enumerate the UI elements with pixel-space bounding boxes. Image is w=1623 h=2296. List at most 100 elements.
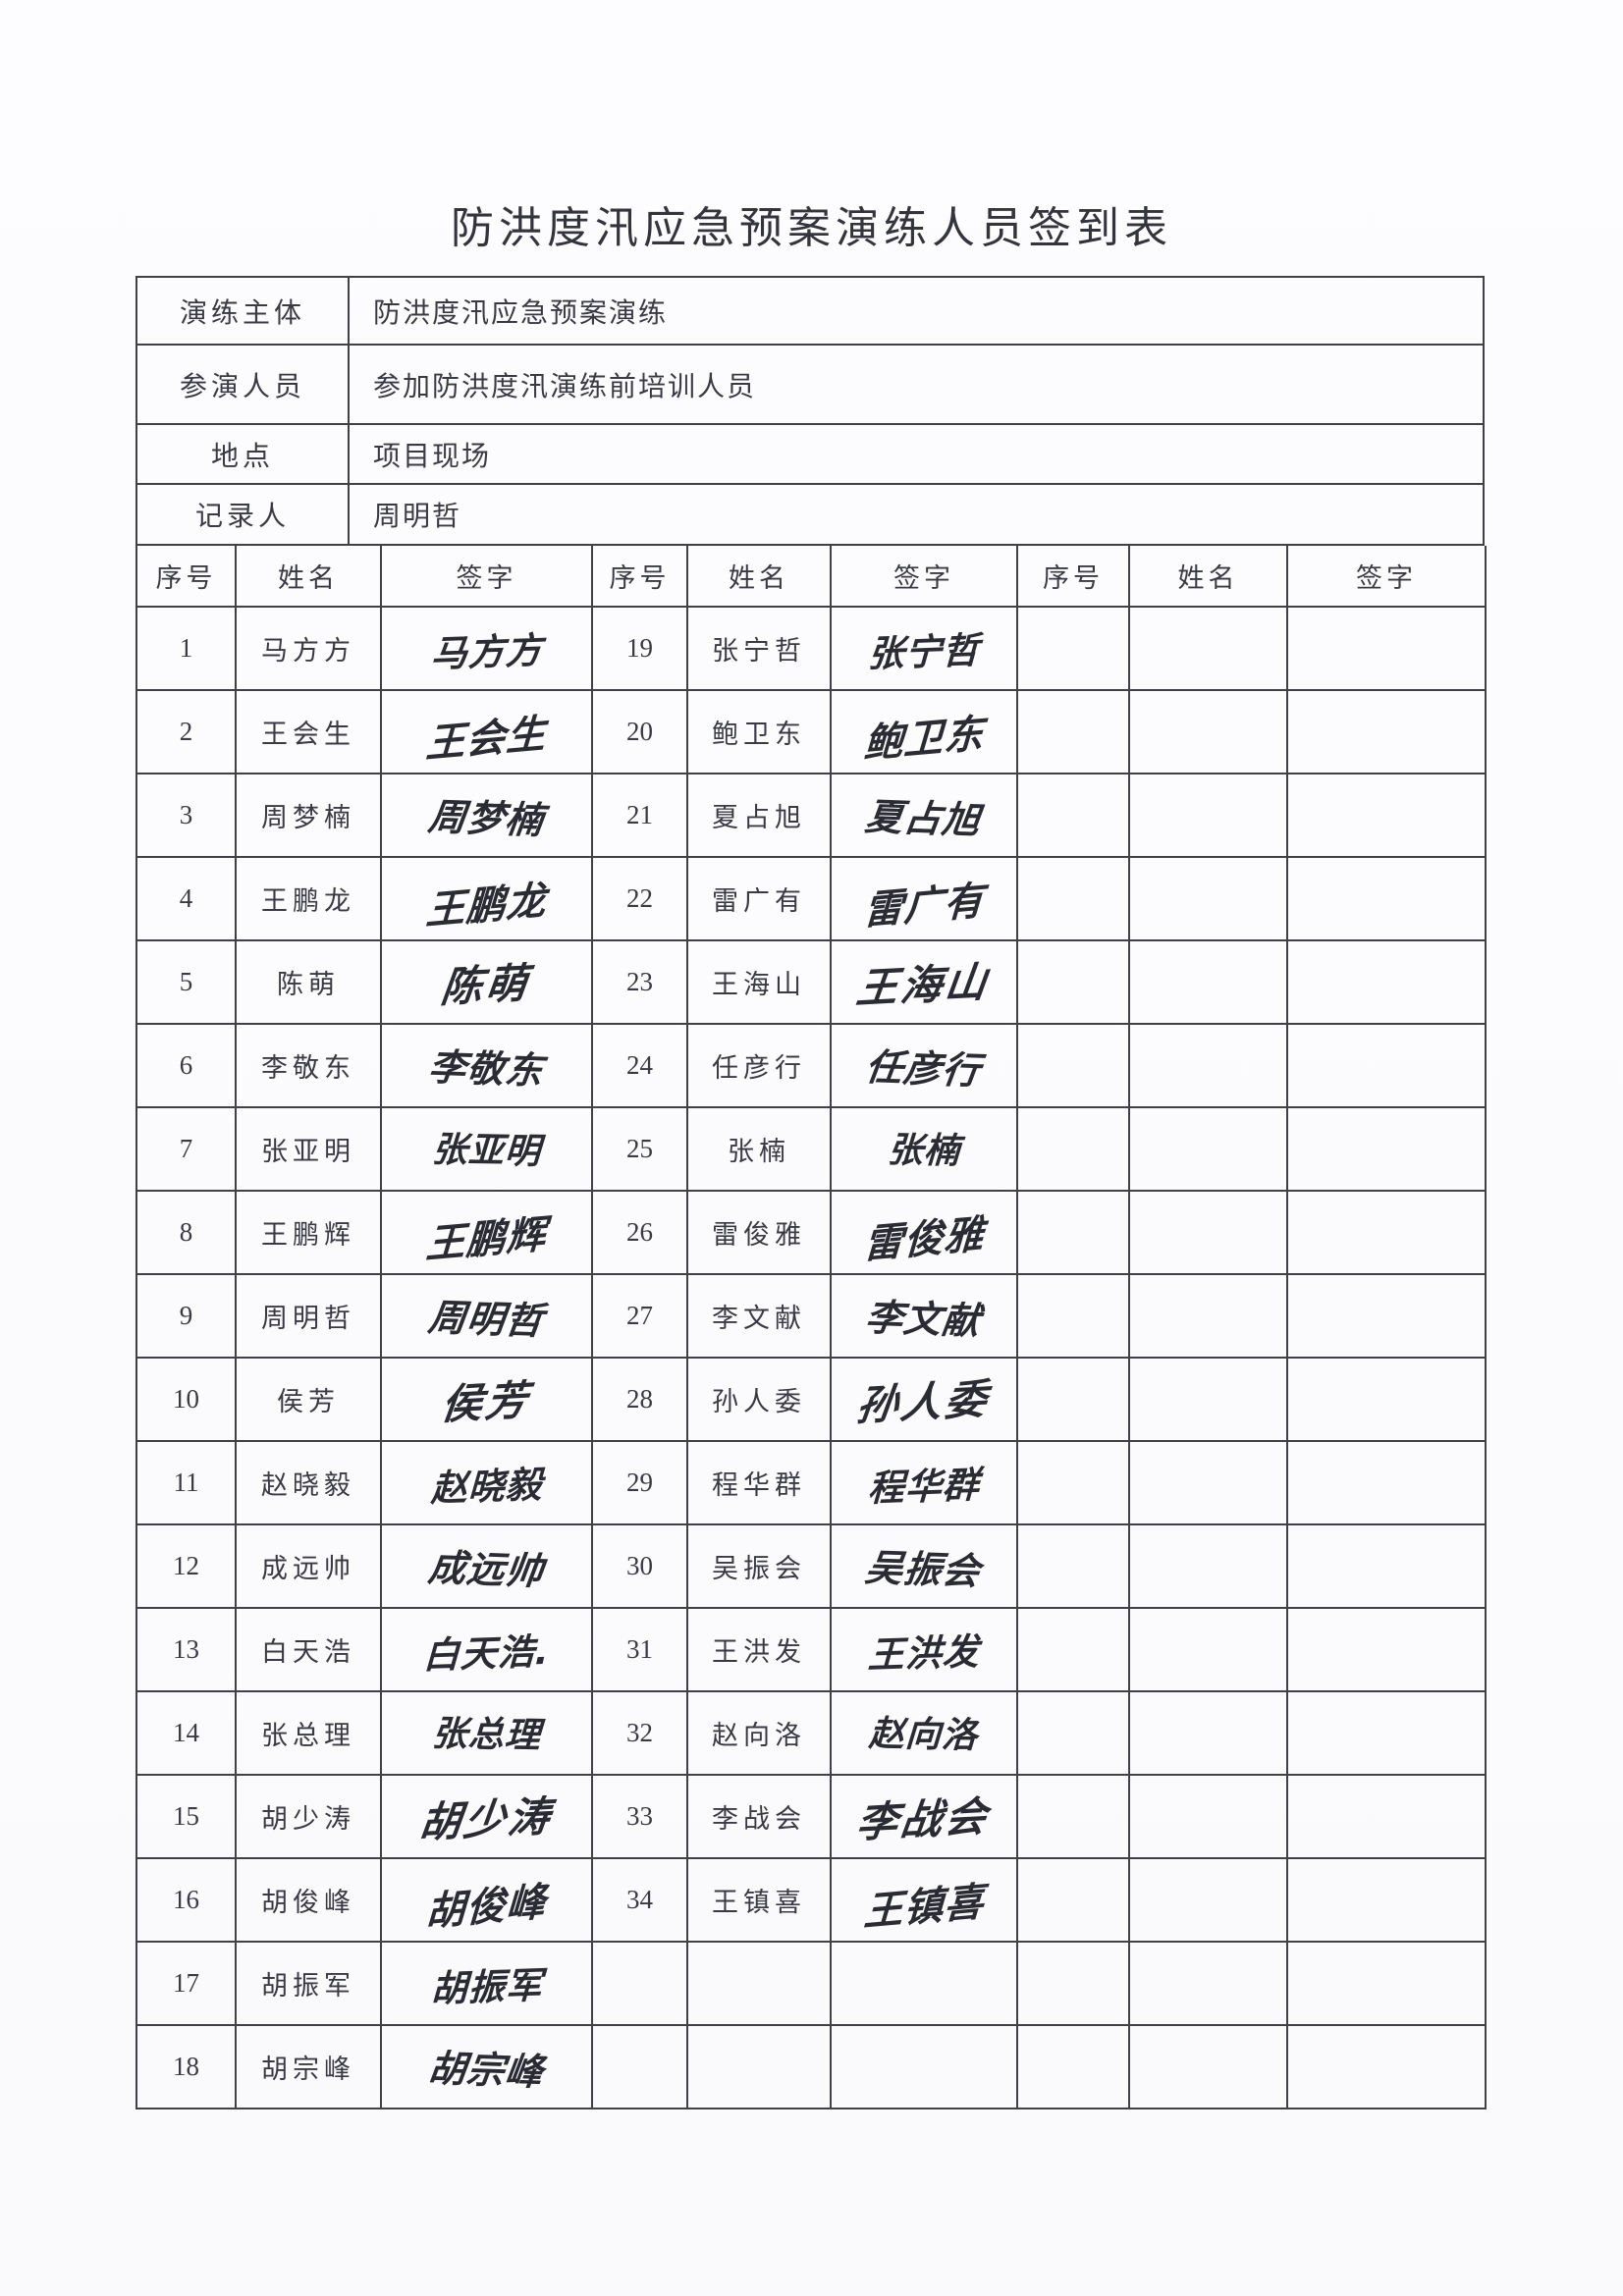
row-number: 16 (173, 1885, 199, 1914)
info-label-text: 演练主体 (179, 297, 305, 329)
row-number: 7 (179, 1134, 193, 1163)
signature-cell: 赵晓毅 (380, 1440, 593, 1525)
row-number: 4 (179, 883, 193, 913)
signature-cell: 孙人委 (830, 1357, 1018, 1442)
signature-cell: 白天浩. (380, 1607, 593, 1692)
signature-cell: 夏占旭 (830, 773, 1018, 858)
signature-cell: 雷广有 (830, 856, 1018, 941)
row-number-cell: 6 (135, 1023, 237, 1108)
name-cell: 胡宗峰 (235, 2024, 382, 2109)
column-header-signature: 签字 (830, 546, 1018, 608)
name-cell: 周明哲 (235, 1273, 382, 1359)
person-name: 胡少涛 (261, 1804, 355, 1834)
name-cell (1128, 773, 1288, 858)
person-name: 王海山 (712, 970, 806, 999)
row-number-cell (1016, 1190, 1130, 1275)
signature-text: 雷俊雅 (862, 1211, 986, 1268)
row-number: 27 (626, 1301, 653, 1330)
row-number: 20 (626, 717, 653, 746)
signature-cell (1286, 1607, 1487, 1692)
name-cell: 王鹏辉 (235, 1190, 382, 1275)
name-cell: 李文献 (686, 1273, 832, 1359)
name-cell: 侯芳 (235, 1357, 382, 1442)
signin-row: 7 张亚明 张亚明 25 张楠 张楠 (135, 1106, 1487, 1192)
signature-text: 胡宗峰 (425, 2047, 547, 2094)
info-value-text: 参加防洪度汛演练前培训人员 (373, 371, 757, 402)
signature-cell (1286, 1941, 1487, 2026)
person-name: 马方方 (261, 636, 355, 666)
signin-row: 16 胡俊峰 胡俊峰 34 王镇喜 王镇喜 (135, 1857, 1487, 1943)
signature-text: 王会生 (424, 711, 548, 768)
info-table: 演练主体 防洪度汛应急预案演练 参演人员 参加防洪度汛演练前培训人员 地点 项目… (135, 276, 1485, 546)
info-label: 记录人 (135, 483, 350, 546)
person-name: 王会生 (261, 720, 355, 749)
row-number: 28 (626, 1384, 653, 1414)
row-number: 21 (626, 800, 653, 829)
signin-row: 12 成远帅 成远帅 30 吴振会 吴振会 (135, 1523, 1487, 1609)
signature-cell: 胡振军 (380, 1941, 593, 2026)
signin-row: 18 胡宗峰 胡宗峰 (135, 2024, 1487, 2109)
signature-cell: 胡宗峰 (380, 2024, 593, 2109)
signature-cell (1286, 1023, 1487, 1108)
row-number-cell (1016, 1941, 1130, 2026)
signature-cell (1286, 1190, 1487, 1275)
signature-cell (1286, 1357, 1487, 1442)
name-cell (1128, 1106, 1288, 1192)
name-cell: 雷俊雅 (686, 1190, 832, 1275)
signature-text: 张宁哲 (867, 628, 981, 675)
row-number: 34 (626, 1885, 653, 1914)
name-cell: 赵向洛 (686, 1690, 832, 1776)
column-header-no: 序号 (135, 546, 237, 608)
signature-text: 张楠 (886, 1129, 961, 1172)
name-cell: 王鹏龙 (235, 856, 382, 941)
signature-text: 马方方 (429, 628, 544, 675)
signature-text: 陈萌 (439, 958, 534, 1012)
signature-cell: 李战会 (830, 1774, 1018, 1859)
name-cell: 马方方 (235, 606, 382, 691)
name-cell: 胡振军 (235, 1941, 382, 2026)
signin-row: 10 侯芳 侯芳 28 孙人委 孙人委 (135, 1357, 1487, 1442)
name-cell (1128, 939, 1288, 1025)
row-number-cell (1016, 606, 1130, 691)
signature-cell (1286, 773, 1487, 858)
person-name: 胡振军 (261, 1971, 355, 2001)
person-name: 王洪发 (712, 1637, 806, 1667)
name-cell: 周梦楠 (235, 773, 382, 858)
signature-cell: 周梦楠 (380, 773, 593, 858)
row-number: 32 (626, 1718, 653, 1747)
signin-row: 15 胡少涛 胡少涛 33 李战会 李战会 (135, 1774, 1487, 1859)
name-cell (1128, 1690, 1288, 1776)
row-number-cell (1016, 1440, 1130, 1525)
row-number-cell: 16 (135, 1857, 237, 1943)
signature-text: 孙人委 (854, 1374, 994, 1430)
signature-cell: 侯芳 (380, 1357, 593, 1442)
row-number-cell: 11 (135, 1440, 237, 1525)
row-number: 14 (173, 1718, 199, 1747)
name-cell: 王海山 (686, 939, 832, 1025)
info-value-text: 项目现场 (373, 441, 492, 472)
name-cell: 张总理 (235, 1690, 382, 1776)
signature-cell: 程华群 (830, 1440, 1018, 1525)
name-cell: 夏占旭 (686, 773, 832, 858)
signature-cell: 张总理 (380, 1690, 593, 1776)
row-number-cell: 29 (591, 1440, 688, 1525)
row-number-cell (1016, 689, 1130, 774)
person-name: 周明哲 (261, 1304, 355, 1333)
signature-cell: 胡俊峰 (380, 1857, 593, 1943)
signin-row: 2 王会生 王会生 20 鲍卫东 鲍卫东 (135, 689, 1487, 774)
name-cell: 王镇喜 (686, 1857, 832, 1943)
row-number-cell (1016, 1357, 1130, 1442)
row-number-cell: 12 (135, 1523, 237, 1609)
signin-row: 9 周明哲 周明哲 27 李文献 李文献 (135, 1273, 1487, 1359)
row-number-cell: 17 (135, 1941, 237, 2026)
signin-row: 11 赵晓毅 赵晓毅 29 程华群 程华群 (135, 1440, 1487, 1525)
info-label: 地点 (135, 423, 350, 485)
row-number-cell: 21 (591, 773, 688, 858)
row-number: 11 (173, 1468, 199, 1497)
person-name: 雷俊雅 (712, 1220, 806, 1250)
info-value: 参加防洪度汛演练前培训人员 (348, 344, 1485, 425)
person-name: 王鹏辉 (261, 1220, 355, 1250)
row-number: 5 (179, 967, 193, 996)
name-cell (1128, 2024, 1288, 2109)
